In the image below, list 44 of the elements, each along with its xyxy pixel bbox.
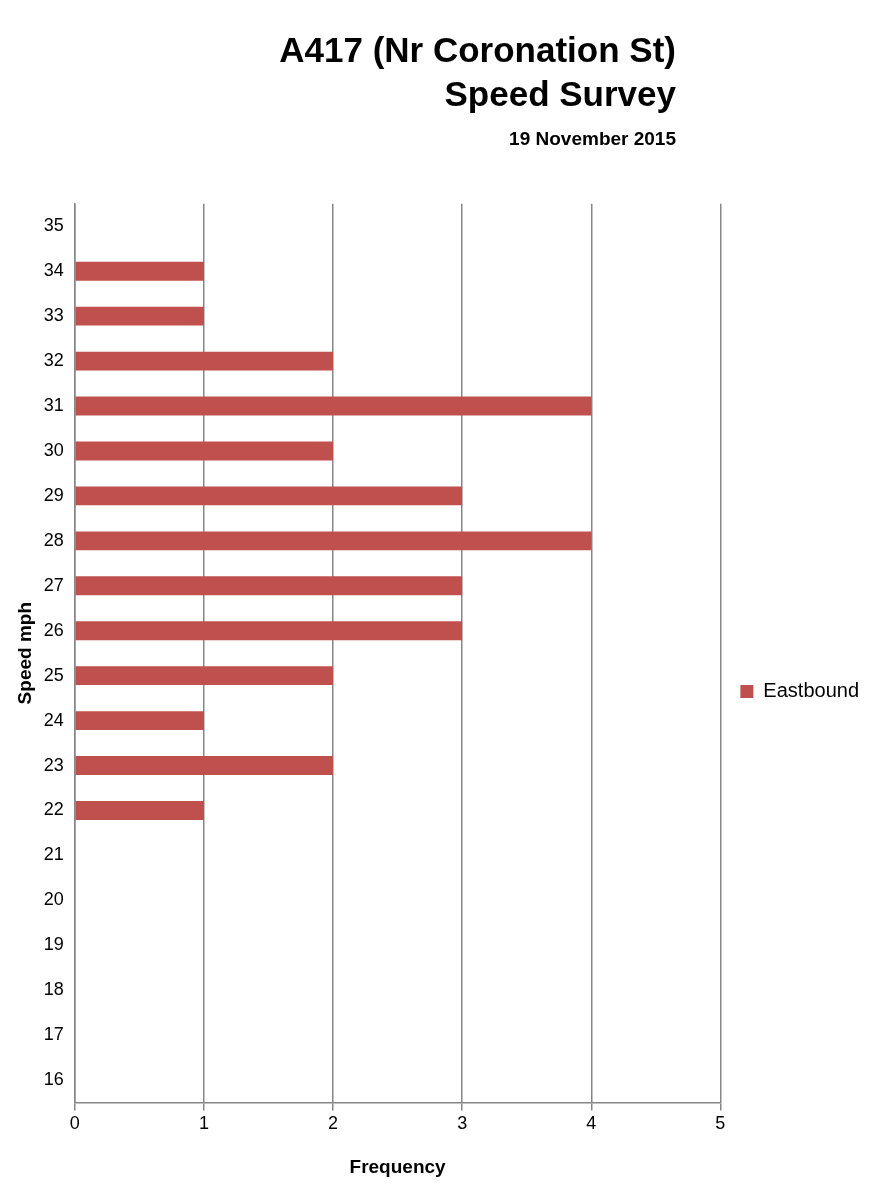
bar: [75, 621, 463, 641]
bar: [75, 756, 334, 775]
y-tick-label: 21: [43, 844, 64, 865]
bar: [75, 351, 334, 371]
y-tick-label: 22: [43, 799, 64, 820]
y-tick-label: 35: [43, 215, 64, 236]
x-axis-title: Frequency: [349, 1155, 447, 1177]
bar: [75, 486, 463, 506]
y-tick-label: 31: [43, 395, 64, 415]
x-tick-label: 4: [586, 1113, 597, 1134]
bar: [75, 531, 592, 551]
bar: [75, 441, 334, 461]
y-tick-label: 28: [43, 529, 64, 550]
y-tick-label: 18: [43, 979, 64, 1000]
x-tick-label: 5: [715, 1113, 726, 1134]
y-tick-label: 24: [43, 709, 64, 730]
bar: [75, 711, 204, 731]
y-tick-label: 29: [43, 484, 64, 505]
y-tick-label: 20: [43, 889, 64, 910]
chart-subtitle: 19 November 2015: [508, 128, 676, 150]
y-tick-label: 16: [43, 1069, 64, 1090]
legend-label: Eastbound: [763, 679, 860, 702]
y-tick-label: 26: [43, 619, 64, 640]
y-tick-label: 19: [43, 934, 64, 955]
y-tick-label: 25: [43, 664, 64, 685]
y-tick-label: 17: [43, 1024, 64, 1045]
y-tick-label: 34: [43, 260, 64, 281]
bar: [75, 261, 204, 281]
bar: [75, 801, 204, 820]
bar: [75, 306, 204, 326]
y-tick-label: 33: [43, 305, 64, 326]
bar: [75, 576, 463, 596]
y-tick-label: 32: [43, 350, 64, 371]
x-tick-label: 1: [198, 1113, 209, 1134]
chart-title: A417 (Nr Coronation St) Speed Survey: [278, 29, 676, 115]
bar: [75, 666, 334, 686]
y-axis-title: Speed mph: [13, 602, 35, 705]
x-tick-label: 2: [328, 1113, 339, 1134]
y-tick-label: 23: [43, 754, 64, 775]
x-tick-label: 0: [69, 1113, 80, 1134]
x-tick-label: 3: [457, 1113, 468, 1134]
y-tick-label: 27: [43, 574, 64, 595]
bar: [75, 396, 592, 416]
y-tick-label: 30: [43, 439, 64, 460]
